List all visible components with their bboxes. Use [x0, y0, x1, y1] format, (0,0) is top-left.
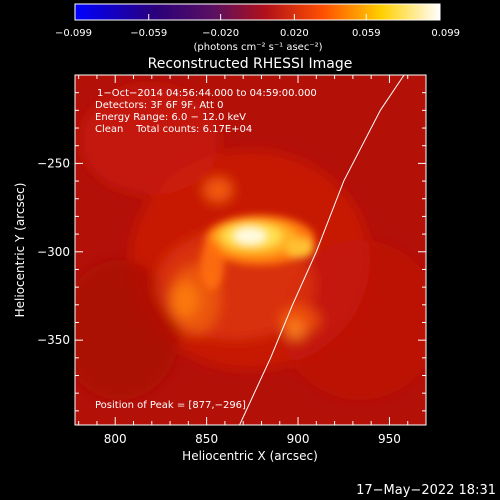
plot-frame	[74, 74, 427, 426]
colorbar-tick-label: 0.020	[280, 28, 309, 39]
colorbar-tick-label: −0.099	[55, 28, 92, 39]
y-tick-label: −350	[37, 333, 70, 347]
annotation-clean-counts: Clean Total counts: 6.17E+04	[95, 124, 252, 135]
colorbar-tick-label: −0.020	[202, 28, 239, 39]
x-tick-label: 950	[378, 432, 401, 446]
y-axis-label: Heliocentric Y (arcsec)	[13, 183, 27, 318]
annotation-time-range: 1−Oct−2014 04:56:44.000 to 04:59:00.000	[97, 88, 317, 99]
axis-ticks: 800 850 900 950 −250 −300 −350	[37, 74, 427, 446]
solar-limb-curve	[239, 74, 405, 426]
footer-timestamp: 17−May−2022 18:31	[356, 483, 496, 498]
y-tick-label: −250	[37, 156, 70, 170]
annotation-energy-range: Energy Range: 6.0 − 12.0 keV	[95, 112, 246, 123]
annotation-peak-position: Position of Peak = [877,−296]	[95, 400, 246, 411]
colorbar-ticks: −0.099 −0.059 −0.020 0.020 0.059 0.099	[55, 14, 460, 39]
colorbar-tick-label: 0.099	[431, 28, 460, 39]
colorbar-unit-label: (photons cm⁻² s⁻¹ asec⁻²)	[193, 42, 322, 53]
y-tick-label: −300	[37, 245, 70, 259]
chart-title: Reconstructed RHESSI Image	[148, 56, 353, 72]
colorbar-tick-label: −0.059	[130, 28, 167, 39]
x-tick-label: 800	[104, 432, 127, 446]
x-axis-label: Heliocentric X (arcsec)	[182, 449, 318, 463]
heatmap-image	[75, 75, 426, 425]
annotation-detectors: Detectors: 3F 6F 9F, Att 0	[95, 100, 223, 111]
x-tick-label: 850	[195, 432, 218, 446]
colorbar-tick-label: 0.059	[352, 28, 381, 39]
colorbar	[75, 4, 440, 20]
x-tick-label: 900	[287, 432, 310, 446]
